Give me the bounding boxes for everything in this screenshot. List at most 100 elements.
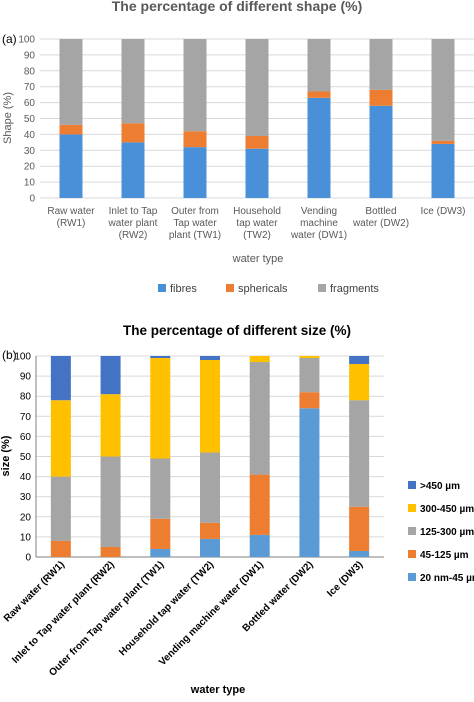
size-chart-bar-segment-45-125-m	[50, 540, 71, 557]
size-chart-bar-segment-125-300-m	[299, 358, 320, 393]
shape-chart-y-axis-label: Shape (%)	[2, 92, 14, 144]
size-chart-x-tick-label: Household tap water (TW2)	[117, 559, 216, 658]
panel-label-a: (a)	[2, 32, 17, 46]
size-chart-legend-swatch-20-nm-45-m	[408, 573, 416, 581]
size-chart-legend-swatch-125-300-m	[408, 527, 416, 535]
shape-chart-bar-segment-fibres	[59, 134, 83, 198]
shape-chart-bar-segment-fibres	[245, 148, 269, 198]
shape-chart-bar-segment-fragments	[245, 39, 269, 136]
size-chart-bar-segment-450-m	[50, 356, 71, 401]
size-chart-bar-segment-450-m	[349, 356, 370, 365]
shape-chart-y-tick-label: 20	[24, 162, 36, 173]
shape-chart-y-tick-label: 30	[24, 146, 36, 157]
shape-chart-legend-swatch-sphericals	[226, 284, 234, 292]
size-chart-bars	[50, 356, 370, 557]
shape-chart-x-tick-label: Inlet to Tap water plant (RW2)	[108, 206, 158, 241]
size-chart-y-tick-label: 100	[14, 352, 31, 363]
size-chart-legend-label-450-m: >450 µm	[420, 481, 460, 492]
shape-chart-bar-segment-sphericals	[59, 124, 83, 135]
shape-chart-x-tick-label: Raw water (RW1)	[47, 206, 95, 229]
size-chart-x-tick-label: Ice (DW3)	[325, 559, 365, 599]
shape-chart-legend-label-sphericals: sphericals	[238, 283, 288, 295]
shape-chart-y-tick-label: 50	[24, 114, 36, 125]
size-chart-bar-segment-45-125-m	[299, 392, 320, 409]
size-chart-y-tick-label: 50	[20, 452, 32, 463]
shape-chart-legend-swatch-fragments	[318, 284, 326, 292]
shape-chart-bar-segment-fibres	[121, 142, 145, 198]
size-chart-bar-segment-20-nm-45-m	[200, 538, 220, 557]
size-chart-legend-label-125-300-m: 125-300 µm	[420, 527, 474, 538]
shape-chart-y-tick-label: 40	[24, 130, 36, 141]
size-chart-legend-label-20-nm-45-m: 20 nm-45 µm	[420, 573, 474, 584]
size-chart-legend-label-300-450-m: 300-450 µm	[420, 504, 474, 515]
size-chart-bar-segment-20-nm-45-m	[299, 408, 320, 557]
size-chart-bar-segment-125-300-m	[349, 400, 370, 507]
shape-chart-bar-segment-sphericals	[307, 91, 331, 98]
shape-chart-x-tick-label: Bottled water (DW2)	[352, 206, 409, 229]
size-chart-bar-segment-300-450-m	[50, 400, 71, 477]
shape-chart-bar-segment-fragments	[183, 39, 207, 132]
size-chart-y-tick-label: 70	[20, 412, 32, 423]
shape-chart-bar-segment-sphericals	[431, 140, 455, 144]
size-chart-x-ticks: Raw water (RW1)Inlet to Tap water plant …	[2, 559, 365, 678]
size-chart-bar-segment-450-m	[100, 356, 121, 395]
size-chart-y-tick-label: 0	[25, 553, 31, 564]
size-chart-bar-segment-125-300-m	[200, 452, 220, 523]
size-chart-title: The percentage of different size (%)	[123, 323, 351, 338]
shape-chart-legend-swatch-fibres	[158, 284, 166, 292]
size-chart-legend-swatch-450-m	[408, 481, 416, 489]
shape-chart-x-axis-label: water type	[232, 253, 284, 265]
size-chart-x-axis-label: water type	[190, 684, 245, 696]
size-chart-bar-segment-20-nm-45-m	[249, 534, 270, 557]
size-chart-bar-segment-125-300-m	[100, 456, 121, 547]
size-chart-bar-segment-300-450-m	[150, 358, 171, 459]
shape-chart-y-tick-label: 70	[24, 82, 36, 93]
shape-chart-y-tick-label: 10	[24, 178, 36, 189]
shape-chart-bar-segment-fragments	[431, 39, 455, 141]
size-chart-bar-segment-20-nm-45-m	[150, 548, 171, 557]
shape-chart-bar-segment-fibres	[431, 143, 455, 198]
shape-chart-x-tick-label: Household tap water (TW2)	[233, 206, 281, 241]
shape-chart-bar-segment-fragments	[121, 39, 145, 124]
shape-chart-x-tick-label: Outer from Tap water plant (TW1)	[169, 206, 221, 241]
size-chart-y-tick-label: 80	[20, 392, 32, 403]
shape-chart-x-ticks: Raw water (RW1) Inlet to Tap water plant (RW…	[47, 206, 465, 241]
size-chart-bar-segment-45-125-m	[249, 474, 270, 535]
size-chart-bar-segment-125-300-m	[50, 476, 71, 541]
shape-chart-bar-segment-sphericals	[121, 123, 145, 143]
size-chart-bar-segment-125-300-m	[249, 362, 270, 475]
size-chart-y-axis-label: size (%)	[0, 435, 12, 476]
shape-chart-bar-segment-fragments	[369, 39, 393, 90]
panel-label-b: (b)	[2, 348, 17, 362]
size-chart-legend-swatch-45-125-m	[408, 550, 416, 558]
shape-chart-y-tick-label: 0	[29, 194, 35, 205]
size-chart-bar-segment-45-125-m	[100, 546, 121, 557]
shape-chart-legend: fibres sphericals fragments	[158, 283, 379, 295]
shape-chart-bars	[59, 39, 455, 198]
size-chart-bar-segment-300-450-m	[200, 360, 220, 453]
size-chart-y-tick-label: 60	[20, 432, 32, 443]
size-chart-y-tick-label: 20	[20, 512, 32, 523]
size-chart-bar-segment-450-m	[200, 356, 220, 361]
size-chart-bar-segment-450-m	[150, 356, 171, 359]
shape-chart-panel: The percentage of different shape (%) (a…	[2, 0, 474, 295]
size-chart-panel: The percentage of different size (%) (b)…	[0, 323, 474, 696]
shape-chart-y-tick-label: 80	[24, 66, 36, 77]
size-chart-bar-segment-300-450-m	[299, 356, 320, 359]
shape-chart-bar-segment-fragments	[307, 39, 331, 92]
size-chart-bar-segment-20-nm-45-m	[349, 550, 370, 557]
shape-chart-bar-segment-sphericals	[183, 131, 207, 148]
size-chart-bar-segment-45-125-m	[349, 506, 370, 551]
size-chart-legend: >450 µm 300-450 µm 125-300 µm 45-125 µm 20 n…	[408, 481, 474, 584]
shape-chart-y-tick-label: 100	[18, 35, 35, 46]
shape-chart-x-tick-label: Ice (DW3)	[421, 206, 466, 217]
shape-chart-x-tick-label: Vending machine water (DW1)	[290, 206, 347, 241]
shape-chart-legend-label-fragments: fragments	[330, 283, 379, 295]
shape-chart-y-tick-label: 90	[24, 50, 36, 61]
size-chart-y-tick-label: 90	[20, 372, 32, 383]
shape-chart-bar-segment-fibres	[307, 97, 331, 198]
shape-chart-bar-segment-sphericals	[245, 135, 269, 149]
size-chart-bar-segment-45-125-m	[150, 518, 171, 549]
size-chart-x-tick-label: Inlet to Tap water plant (RW2)	[10, 559, 117, 666]
